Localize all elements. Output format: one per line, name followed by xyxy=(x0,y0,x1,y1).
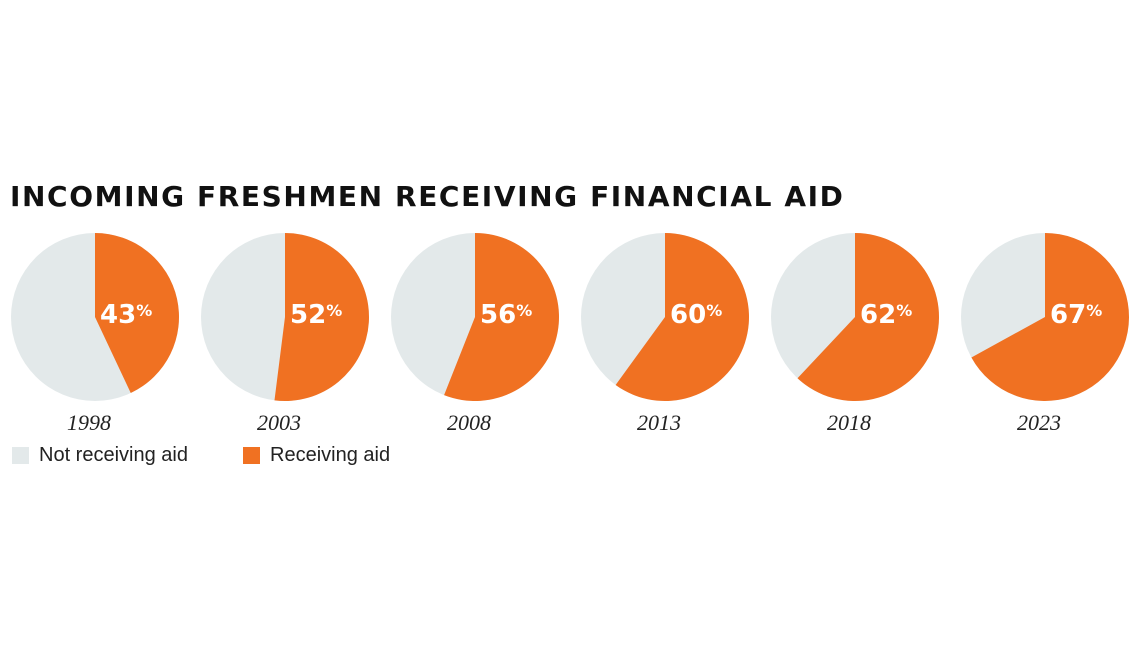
legend-item-receiving: Receiving aid xyxy=(243,444,390,467)
year-label-2008: 2008 xyxy=(447,410,491,435)
pie-slice-receiving-2023 xyxy=(971,233,1129,402)
year-label-1998: 1998 xyxy=(67,410,111,435)
year-label-2013: 2013 xyxy=(637,410,681,435)
legend-item-not-receiving: Not receiving aid xyxy=(12,444,188,467)
pie-slice-receiving-1998 xyxy=(95,233,179,394)
pie-slice-receiving-2018 xyxy=(797,233,939,401)
pie-slice-receiving-2013 xyxy=(615,233,750,401)
pie-slice-receiving-2003 xyxy=(274,233,369,402)
legend-swatch-not-receiving xyxy=(12,447,29,464)
legend-label: Receiving aid xyxy=(270,444,391,466)
legend-swatch-receiving xyxy=(243,447,260,464)
year-label-2023: 2023 xyxy=(1017,410,1061,435)
year-label-2003: 2003 xyxy=(257,410,301,435)
year-label-2018: 2018 xyxy=(827,410,871,435)
legend-label: Not receiving aid xyxy=(39,444,188,466)
data-label-2003: 52% xyxy=(290,300,342,330)
pie-slice-receiving-2008 xyxy=(444,233,559,402)
chart-title: INCOMING FRESHMEN RECEIVING FINANCIAL AI… xyxy=(10,180,845,213)
